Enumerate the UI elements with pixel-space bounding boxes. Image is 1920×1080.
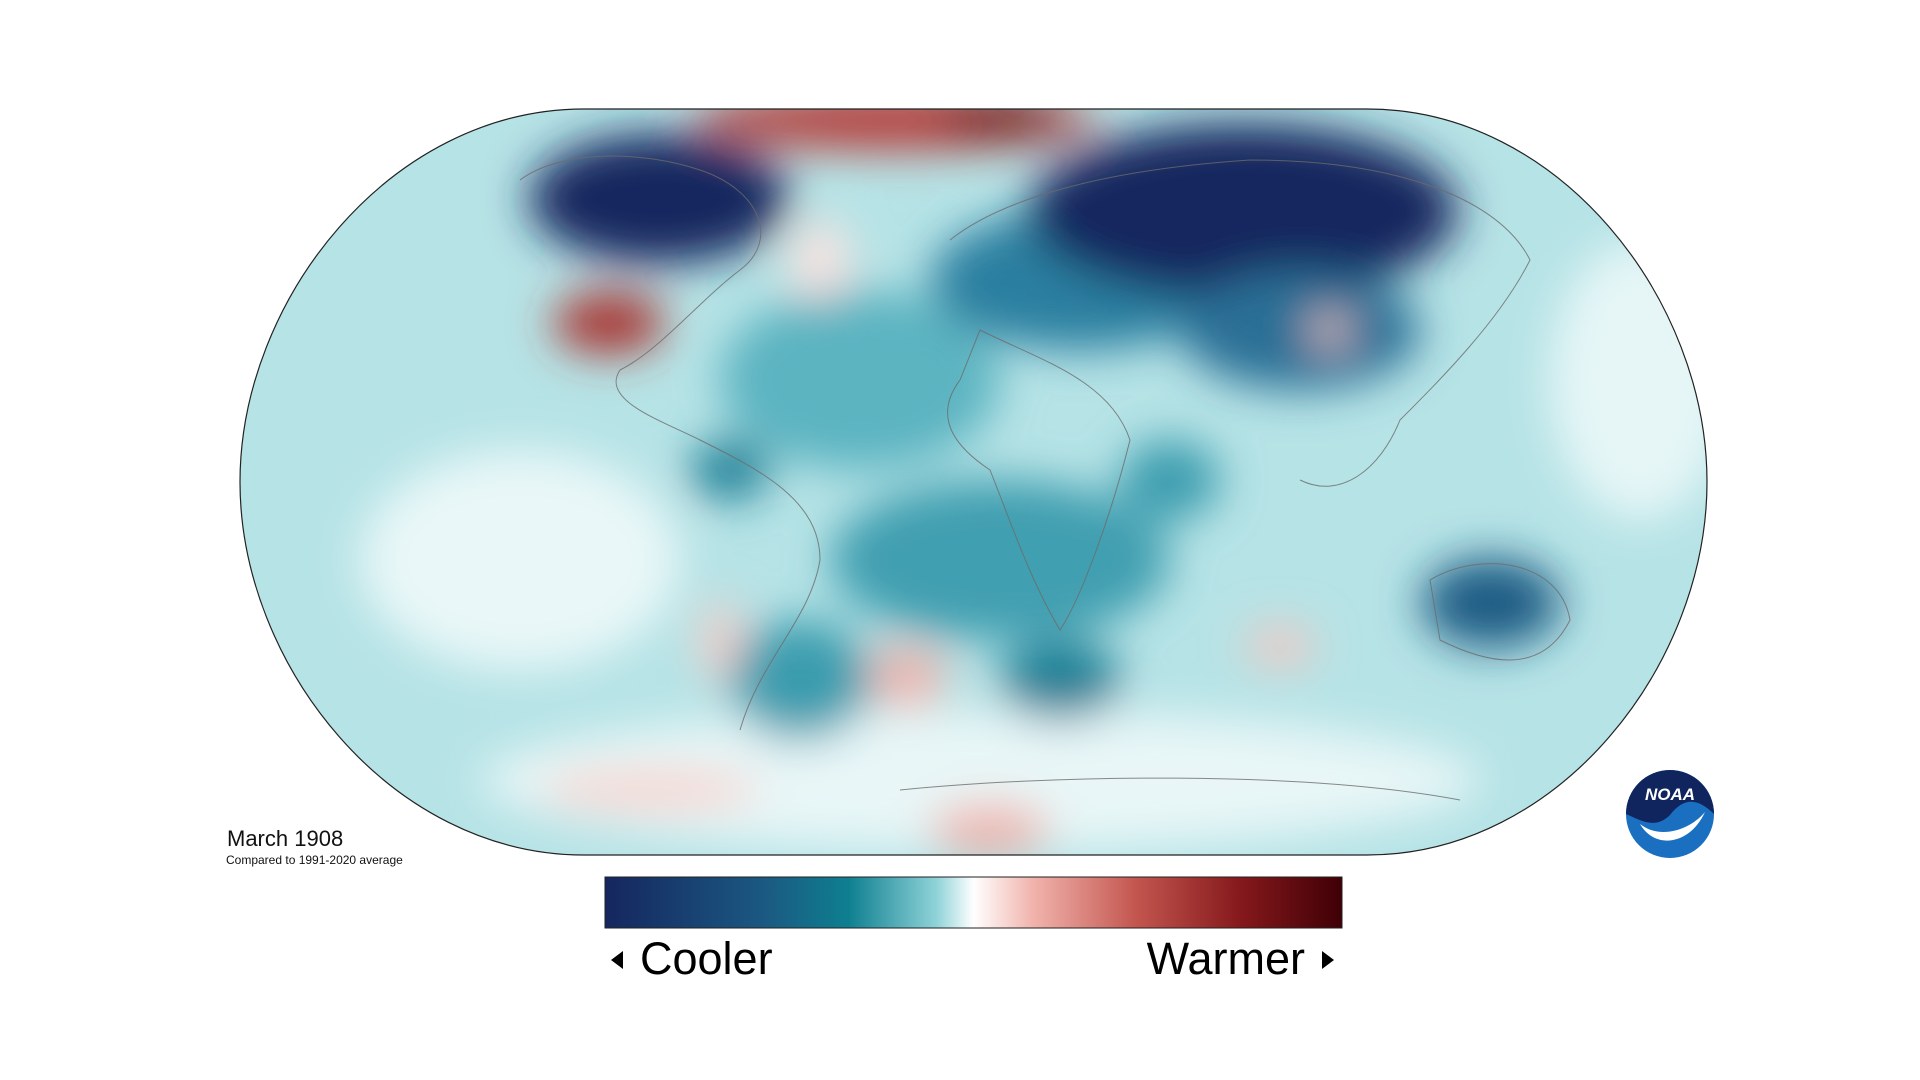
coastlines bbox=[519, 155, 1571, 801]
noaa-logo: NOAA bbox=[1626, 770, 1714, 858]
map-subtitle: Compared to 1991-2020 average bbox=[226, 853, 403, 867]
color-scale bbox=[604, 876, 1343, 929]
legend-low-label: Cooler bbox=[640, 933, 773, 984]
legend-high-label: Warmer bbox=[1147, 933, 1305, 984]
right-arrow bbox=[1322, 951, 1334, 969]
logo-text: NOAA bbox=[1645, 785, 1695, 804]
map-outline bbox=[239, 108, 1708, 856]
anomaly-field bbox=[240, 109, 1707, 855]
left-arrow bbox=[611, 951, 623, 969]
map-title: March 1908 bbox=[227, 826, 343, 851]
